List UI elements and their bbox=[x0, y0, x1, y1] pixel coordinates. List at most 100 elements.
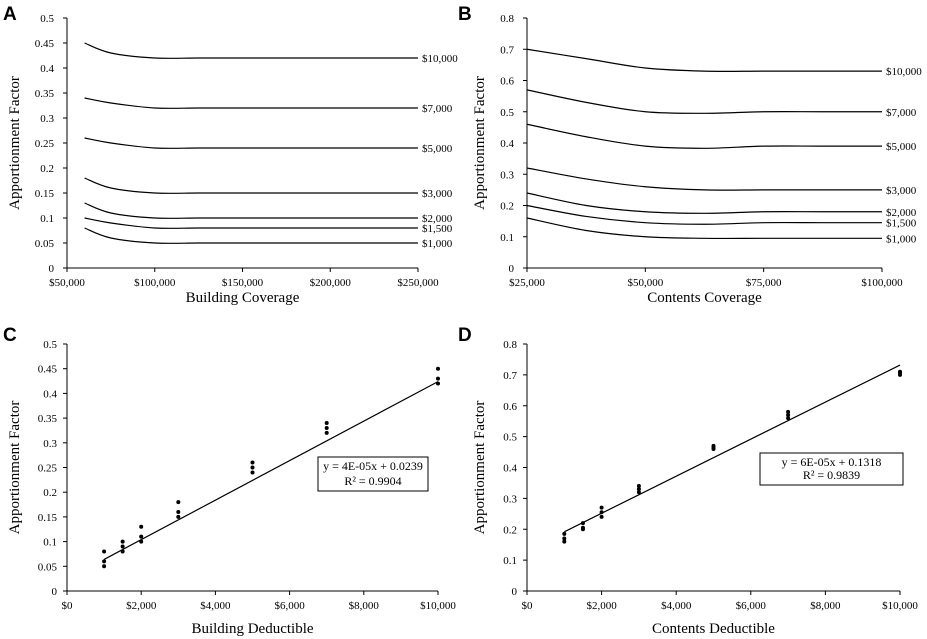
data-point bbox=[599, 514, 604, 519]
trendline-equation: y = 4E-05x + 0.0239 bbox=[323, 459, 423, 473]
x-tick-label: $4,000 bbox=[661, 600, 692, 612]
y-tick-label: 0.25 bbox=[38, 463, 58, 475]
data-point bbox=[324, 425, 329, 430]
y-tick-label: 0.45 bbox=[38, 364, 58, 376]
y-tick-label: 0.8 bbox=[500, 13, 514, 25]
y-tick-label: 0.3 bbox=[503, 493, 517, 505]
x-axis-label: Building Deductible bbox=[191, 621, 313, 637]
y-tick-label: 0 bbox=[52, 586, 58, 598]
data-point bbox=[562, 531, 567, 536]
data-point bbox=[786, 409, 791, 414]
series-line bbox=[84, 227, 418, 244]
y-axis-label: Apportionment Factor bbox=[472, 401, 488, 535]
y-tick-label: 0.1 bbox=[500, 232, 514, 244]
y-tick-label: 0.25 bbox=[35, 138, 55, 150]
panel-d: D 0 0.1 0.2 0.3 0.4 0.5 0.6 0.7 0.8 $0 $2,000 $4,000… bbox=[458, 325, 918, 637]
y-tick-label: 0.7 bbox=[500, 44, 514, 56]
data-point bbox=[324, 430, 329, 435]
y-tick-label: 0.4 bbox=[40, 63, 54, 75]
y-tick-label: 0.5 bbox=[503, 432, 517, 444]
y-tick-label: 0.35 bbox=[35, 88, 55, 100]
data-point bbox=[139, 524, 144, 529]
x-tick-label: $0 bbox=[62, 600, 74, 612]
series-label: $3,000 bbox=[422, 188, 453, 200]
y-tick-label: 0.2 bbox=[503, 524, 517, 536]
series-label: $5,000 bbox=[422, 143, 453, 155]
y-tick-label: 0.6 bbox=[503, 401, 517, 413]
y-tick-label: 0.3 bbox=[40, 113, 54, 125]
y-tick-label: 0.6 bbox=[500, 76, 514, 88]
data-point bbox=[102, 549, 107, 554]
data-point bbox=[786, 416, 791, 421]
series-line bbox=[526, 217, 882, 240]
y-tick-label: 0.1 bbox=[43, 537, 57, 549]
x-tick-label: $6,000 bbox=[736, 600, 767, 612]
y-tick-label: 0.2 bbox=[43, 487, 57, 499]
y-tick-label: 0.4 bbox=[503, 463, 517, 475]
y-tick-label: 0.4 bbox=[500, 138, 514, 150]
x-tick-label: $100,000 bbox=[134, 277, 176, 289]
data-point bbox=[562, 539, 567, 544]
series-label: $10,000 bbox=[422, 53, 458, 65]
panel-b: B 0 0.1 0.2 0.3 0.4 0.5 0.6 0.7 0.8 $25,000 $50,000… bbox=[458, 4, 922, 306]
y-tick-label: 0.1 bbox=[40, 213, 54, 225]
y-tick-label: 0.05 bbox=[35, 238, 55, 250]
y-tick-label: 0.2 bbox=[40, 163, 54, 175]
data-point bbox=[786, 413, 791, 418]
panel-letter-b: B bbox=[458, 4, 472, 25]
series-line bbox=[84, 202, 418, 219]
data-point bbox=[139, 539, 144, 544]
series-line bbox=[526, 167, 882, 191]
data-point bbox=[562, 536, 567, 541]
x-tick-label: $6,000 bbox=[274, 600, 305, 612]
x-tick-label: $75,000 bbox=[746, 277, 782, 289]
data-point bbox=[436, 366, 440, 371]
y-axis-label: Apportionment Factor bbox=[7, 76, 23, 210]
r-squared-label: R² = 0.9904 bbox=[344, 474, 401, 488]
data-point bbox=[898, 372, 902, 377]
x-tick-label: $0 bbox=[522, 600, 534, 612]
data-point bbox=[599, 505, 604, 510]
data-point bbox=[580, 527, 585, 532]
y-tick-label: 0 bbox=[512, 586, 518, 598]
series-line bbox=[84, 177, 418, 194]
x-tick-label: $50,000 bbox=[627, 277, 663, 289]
trendline bbox=[103, 381, 439, 560]
y-axis-label: Apportionment Factor bbox=[7, 401, 23, 535]
x-tick-label: $10,000 bbox=[882, 600, 918, 612]
series-line bbox=[526, 192, 882, 214]
data-point bbox=[636, 484, 641, 489]
series-label: $7,000 bbox=[886, 107, 917, 119]
x-tick-label: $8,000 bbox=[349, 600, 380, 612]
x-axis-label: Contents Coverage bbox=[647, 290, 762, 306]
r-squared-label: R² = 0.9839 bbox=[803, 468, 860, 482]
trendline-equation: y = 6E-05x + 0.1318 bbox=[782, 455, 882, 469]
data-point bbox=[324, 421, 329, 426]
y-tick-label: 0 bbox=[509, 263, 515, 275]
data-point bbox=[580, 521, 585, 526]
data-point bbox=[250, 470, 255, 475]
series-label: $7,000 bbox=[422, 103, 453, 115]
y-tick-label: 0.3 bbox=[500, 169, 514, 181]
x-tick-label: $4,000 bbox=[200, 600, 231, 612]
y-tick-label: 0.45 bbox=[35, 38, 55, 50]
series-line bbox=[84, 97, 418, 109]
data-point bbox=[636, 490, 641, 495]
series-label: $5,000 bbox=[886, 141, 917, 153]
y-tick-label: 0.7 bbox=[503, 370, 517, 382]
series-label: $1,000 bbox=[886, 233, 917, 245]
data-point bbox=[599, 510, 604, 515]
x-tick-label: $10,000 bbox=[420, 600, 456, 612]
x-tick-label: $250,000 bbox=[397, 277, 439, 289]
data-point bbox=[139, 534, 144, 539]
series-line bbox=[526, 204, 882, 225]
data-point bbox=[120, 539, 125, 544]
y-tick-label: 0.35 bbox=[38, 413, 58, 425]
panel-letter-a: A bbox=[3, 4, 17, 25]
trendline bbox=[564, 364, 901, 533]
panel-letter-c: C bbox=[3, 325, 17, 346]
series-line bbox=[526, 89, 882, 114]
data-point bbox=[436, 376, 440, 381]
data-point bbox=[636, 487, 641, 492]
